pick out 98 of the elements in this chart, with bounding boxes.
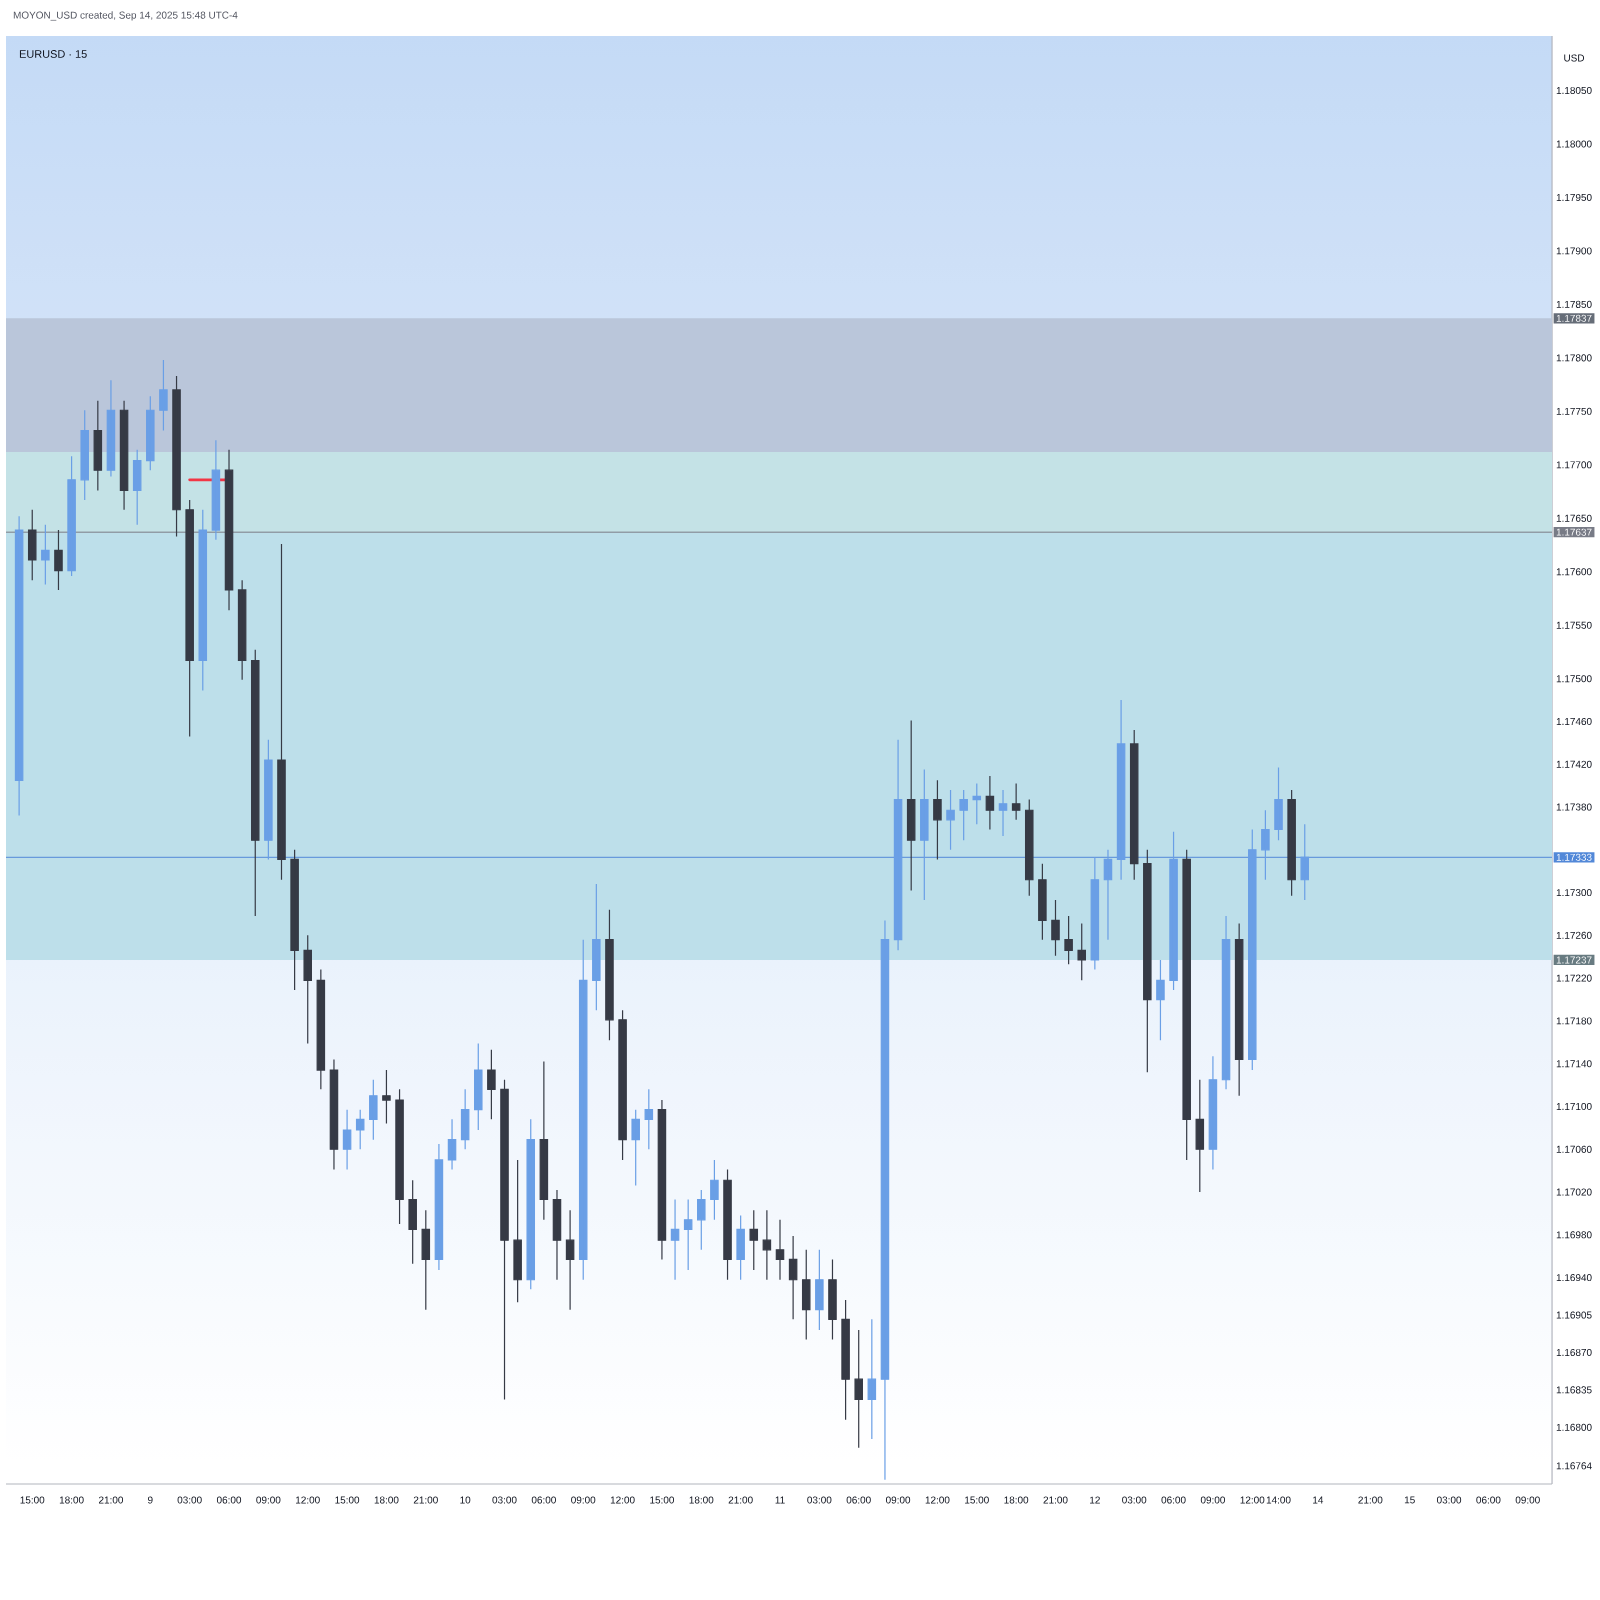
candlestick bbox=[618, 1009, 627, 1161]
candlestick bbox=[1011, 782, 1021, 821]
candlestick bbox=[1195, 1079, 1205, 1193]
candlestick bbox=[592, 883, 601, 1011]
candlestick bbox=[920, 769, 929, 901]
candlestick bbox=[421, 1209, 431, 1311]
candlestick bbox=[382, 1069, 391, 1125]
candlestick bbox=[933, 779, 942, 861]
candlestick bbox=[1024, 798, 1034, 897]
candlestick bbox=[1208, 1055, 1218, 1171]
candlestick bbox=[106, 379, 116, 478]
candlestick bbox=[474, 1042, 483, 1131]
candlestick bbox=[723, 1168, 732, 1281]
candlestick bbox=[972, 782, 982, 825]
candlestick bbox=[513, 1159, 522, 1303]
candlestick bbox=[736, 1214, 745, 1281]
candlestick bbox=[290, 849, 299, 991]
candlestick bbox=[329, 1058, 339, 1171]
candlestick bbox=[395, 1088, 404, 1225]
candlestick bbox=[801, 1249, 811, 1341]
candlestick bbox=[749, 1209, 759, 1271]
candlestick bbox=[1143, 849, 1152, 1073]
candlestick bbox=[146, 395, 155, 471]
candlestick bbox=[1261, 809, 1270, 881]
candlestick bbox=[303, 934, 312, 1044]
candlestick bbox=[224, 449, 234, 611]
candlestick bbox=[854, 1329, 863, 1449]
candlestick bbox=[697, 1189, 706, 1251]
candlestick bbox=[1090, 856, 1100, 971]
candlestick bbox=[1300, 823, 1310, 901]
candlestick bbox=[657, 1099, 667, 1261]
candlestick bbox=[434, 1143, 444, 1271]
candlestick bbox=[1169, 831, 1178, 991]
candlestick bbox=[762, 1209, 772, 1281]
candlestick bbox=[54, 529, 63, 591]
candlestick bbox=[670, 1198, 680, 1281]
candlestick bbox=[132, 449, 142, 526]
candlestick bbox=[710, 1159, 719, 1221]
candlestick bbox=[198, 509, 208, 692]
candlestick bbox=[80, 409, 89, 501]
candlestick bbox=[237, 579, 247, 681]
candlestick bbox=[14, 515, 24, 817]
candlestick bbox=[1129, 729, 1139, 881]
candlestick bbox=[1038, 863, 1047, 941]
candlestick bbox=[828, 1258, 837, 1341]
candlestick bbox=[998, 789, 1008, 837]
candlestick bbox=[880, 919, 890, 1481]
candlestick bbox=[631, 1109, 640, 1187]
candlestick bbox=[408, 1179, 417, 1265]
candlestick bbox=[172, 375, 181, 538]
candlestick bbox=[1103, 849, 1113, 941]
candlestick bbox=[264, 739, 273, 861]
candlestick bbox=[250, 649, 260, 917]
candlestick bbox=[1156, 959, 1165, 1041]
candlestick bbox=[1234, 923, 1244, 1097]
candlestick bbox=[605, 909, 614, 1041]
candlestick bbox=[815, 1249, 824, 1331]
candlestick bbox=[185, 499, 194, 738]
candlestick bbox=[1077, 923, 1086, 981]
candlestick bbox=[27, 509, 37, 581]
candlestick bbox=[369, 1079, 378, 1141]
candlestick bbox=[906, 719, 916, 892]
candlestick bbox=[487, 1049, 496, 1120]
candlestick bbox=[552, 1189, 562, 1281]
candlestick bbox=[355, 1109, 365, 1150]
candlestick bbox=[867, 1318, 877, 1440]
candlestick bbox=[1221, 915, 1231, 1090]
candlestick bbox=[775, 1219, 785, 1281]
candlestick bbox=[893, 739, 903, 951]
candlestick bbox=[788, 1235, 798, 1320]
candlestick bbox=[1287, 789, 1296, 897]
candlestick bbox=[342, 1109, 352, 1171]
candlestick bbox=[500, 1079, 509, 1401]
candlestick bbox=[93, 400, 103, 492]
candlestick bbox=[1248, 828, 1257, 1071]
candlestick bbox=[1116, 699, 1126, 881]
candlestick bbox=[67, 455, 76, 577]
candlestick bbox=[277, 543, 286, 881]
candlestick bbox=[1064, 915, 1073, 965]
candlestick bbox=[41, 524, 50, 586]
candlestick bbox=[539, 1060, 549, 1221]
candlestick bbox=[447, 1118, 457, 1171]
candlestick bbox=[985, 775, 995, 831]
candlestick bbox=[644, 1088, 654, 1150]
candlestick bbox=[211, 439, 221, 541]
candlestick bbox=[946, 789, 955, 851]
candlestick bbox=[683, 1198, 693, 1271]
candlestick bbox=[460, 1088, 470, 1150]
candlestick bbox=[1182, 849, 1191, 1161]
candlestick bbox=[159, 359, 168, 432]
candlestick bbox=[1274, 766, 1283, 841]
candlestick bbox=[841, 1299, 850, 1421]
candlestick bbox=[959, 789, 968, 841]
candlestick bbox=[578, 939, 588, 1281]
candlestick bbox=[119, 400, 129, 511]
candlestick bbox=[526, 1118, 536, 1290]
candlestick bbox=[1051, 899, 1060, 957]
candlestick bbox=[565, 1209, 575, 1311]
